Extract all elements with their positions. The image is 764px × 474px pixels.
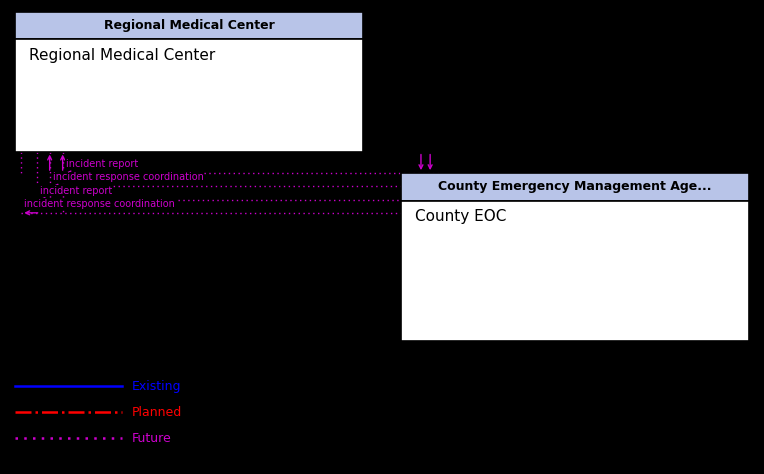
- Text: Regional Medical Center: Regional Medical Center: [104, 19, 274, 32]
- Bar: [401, 173, 749, 201]
- Text: Regional Medical Center: Regional Medical Center: [29, 48, 215, 63]
- Text: incident response coordination: incident response coordination: [24, 199, 175, 209]
- Bar: [15, 12, 363, 39]
- Text: incident report: incident report: [40, 186, 112, 196]
- Text: Existing: Existing: [131, 380, 181, 393]
- Text: Planned: Planned: [131, 406, 182, 419]
- Bar: [401, 201, 749, 341]
- Text: County EOC: County EOC: [415, 209, 507, 224]
- Text: Future: Future: [131, 432, 171, 445]
- Text: incident response coordination: incident response coordination: [53, 173, 203, 182]
- Bar: [15, 39, 363, 152]
- Text: incident report: incident report: [66, 159, 138, 169]
- Text: County Emergency Management Age...: County Emergency Management Age...: [439, 180, 711, 193]
